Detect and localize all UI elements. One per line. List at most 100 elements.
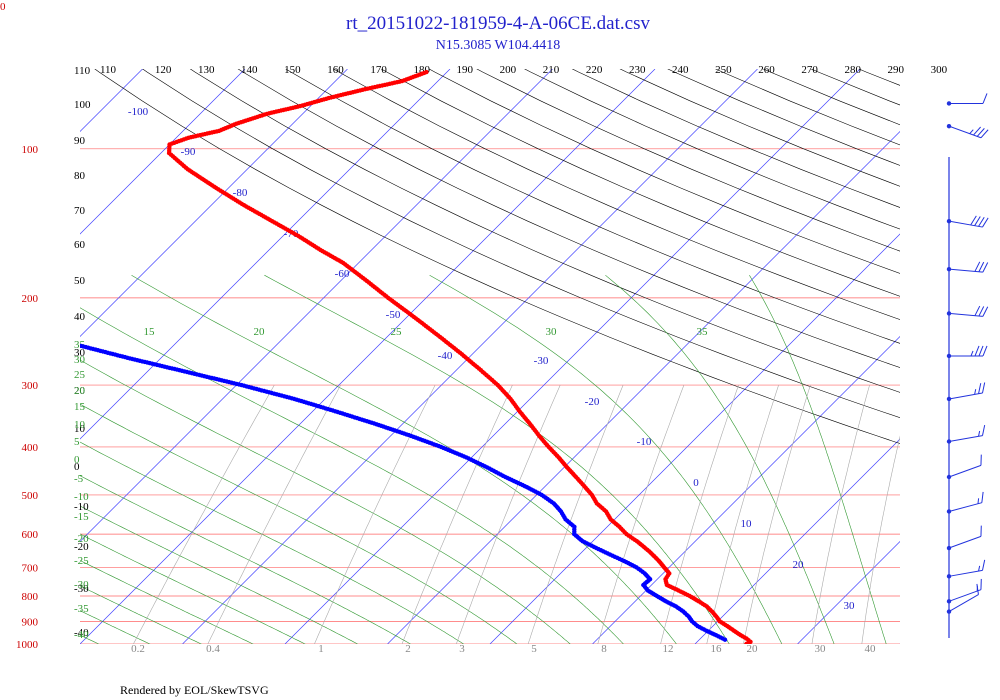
dewpoint-point [57, 338, 61, 342]
chart-subtitle: N15.3085 W104.4418 [436, 38, 561, 53]
dewpoint-point [33, 332, 37, 336]
grid-lines [80, 69, 900, 644]
mixing-ratio-label: 3 [459, 643, 465, 655]
pressure-tick-label: 900 [22, 616, 39, 628]
wind-barb [948, 464, 982, 478]
dry-adiabat-label: 220 [586, 64, 603, 76]
moist-adiabat-label: 30 [546, 326, 558, 338]
dry-adiabat-line [858, 69, 900, 86]
mixing-ratio-label: 30 [815, 643, 827, 655]
dewpoint-point [55, 338, 59, 342]
left-dry-adiabat-label: -20 [74, 541, 89, 553]
dewpoint-point [15, 328, 19, 332]
wind-barb-feather [973, 126, 981, 136]
mixing-ratio-label: 0.2 [131, 643, 145, 655]
footer-credit: Rendered by EOL/SkewTSVG [120, 683, 269, 697]
dry-adiabat-line [333, 69, 900, 320]
left-dry-adiabat-label: -40 [74, 627, 89, 639]
isotherm-label: -40 [438, 350, 453, 362]
dry-adiabat-line [142, 69, 900, 419]
mixing-ratio-line [706, 385, 779, 644]
pressure-tick-label: 500 [22, 490, 39, 502]
mixing-ratio-label: 20 [747, 643, 759, 655]
moist-adiabat-line [264, 274, 730, 644]
dewpoint-point [3, 324, 7, 328]
dewpoint-point [0, 324, 4, 328]
corner-label: 0 [0, 1, 6, 13]
pressure-tick-label: 700 [22, 562, 39, 574]
wind-barb-feather [981, 559, 986, 571]
dry-adiabat-label: 150 [284, 64, 301, 76]
left-dry-adiabat-label: 30 [74, 347, 86, 359]
wind-barb [948, 589, 982, 602]
wind-barb-half-feather [969, 129, 974, 135]
dewpoint-point [62, 339, 66, 343]
isotherm-label: -10 [637, 436, 652, 448]
isotherm-label: -30 [534, 355, 549, 367]
dry-adiabat-line [571, 69, 900, 208]
dewpoint-point [25, 330, 29, 334]
dewpoint-point [35, 333, 39, 337]
mixing-ratio-line [597, 384, 685, 644]
wind-barb [948, 535, 982, 549]
left-moist-adiabat-label: 15 [74, 401, 86, 413]
left-moist-adiabat-label: 0 [74, 454, 80, 466]
wind-barb-feather [978, 261, 985, 272]
dry-adiabat-label: 190 [457, 64, 474, 76]
moist-adiabat-line [80, 307, 624, 644]
dry-adiabat-label: 130 [198, 64, 215, 76]
wind-barb [948, 435, 983, 442]
left-dry-adiabat-label: 60 [74, 239, 86, 251]
isotherm-label: -60 [335, 268, 350, 280]
left-dry-adiabat-label: 70 [74, 205, 86, 217]
dry-adiabat-label: 160 [327, 64, 344, 76]
dry-adiabat-label: 300 [931, 64, 948, 76]
isotherm-line [80, 69, 246, 235]
dry-adiabat-label: 290 [888, 64, 905, 76]
dry-adiabat-label: 260 [758, 64, 775, 76]
isotherm-label: -20 [585, 396, 600, 408]
isotherm-line [489, 233, 900, 644]
pressure-tick-label: 1000 [16, 639, 39, 651]
dewpoint-point [10, 326, 14, 330]
isotherm-label: 0 [693, 477, 699, 489]
dry-adiabat-label: 240 [672, 64, 689, 76]
dewpoint-point [45, 335, 49, 339]
left-dry-adiabat-label: -10 [74, 501, 89, 513]
left-dry-adiabat-label: 110 [74, 65, 91, 77]
dewpoint-point [38, 333, 42, 337]
left-dry-adiabat-label: 40 [74, 311, 86, 323]
mixing-ratio-line [743, 385, 811, 644]
wind-barb-feather [974, 305, 981, 316]
dewpoint-point [52, 337, 56, 341]
isotherm-line [80, 69, 656, 644]
isotherm-label: -80 [233, 187, 248, 199]
dewpoint-point [30, 332, 34, 336]
temperature-point [424, 69, 429, 75]
dry-adiabat-label: 230 [629, 64, 646, 76]
sounding-profiles [0, 69, 753, 644]
mixing-ratio-label: 1 [318, 643, 324, 655]
pressure-tick-label: 400 [22, 442, 39, 454]
wind-barb-feather [978, 306, 985, 317]
isotherm-label: 20 [793, 559, 805, 571]
mixing-ratio-line [660, 384, 739, 644]
moist-adiabat-line [80, 359, 571, 644]
mixing-ratio-label: 5 [531, 643, 537, 655]
moist-adiabat-line [80, 475, 411, 644]
left-dry-adiabat-label: -30 [74, 583, 89, 595]
wind-barb-half-feather [970, 350, 974, 357]
pressure-tick-label: 300 [22, 380, 39, 392]
isotherm-label: 30 [844, 600, 856, 612]
dry-adiabat-label: 170 [370, 64, 387, 76]
mixing-ratio-label: 8 [601, 643, 607, 655]
mixing-ratio-label: 12 [663, 643, 674, 655]
dry-adiabat-label: 120 [155, 64, 172, 76]
dewpoint-point [64, 340, 68, 344]
wind-barb-feather [982, 217, 989, 228]
moist-adiabat-line [80, 533, 306, 644]
moist-adiabat-line [605, 274, 835, 644]
pressure-tick-label: 800 [22, 591, 39, 603]
isotherm-line [80, 69, 553, 542]
isotherm-line [284, 69, 861, 644]
